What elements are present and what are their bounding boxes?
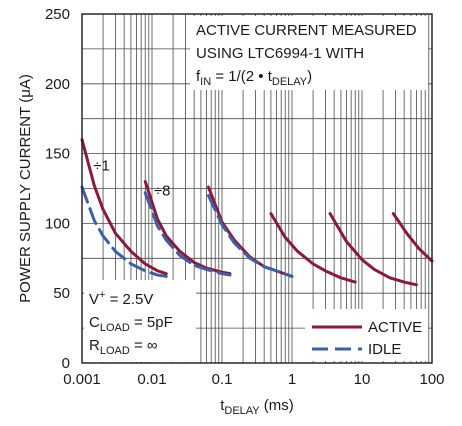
y-tick-label: 150 bbox=[45, 146, 70, 163]
y-tick-label: 50 bbox=[53, 285, 70, 302]
annotations: tDELAY (ms) POWER SUPPLY CURRENT (μA) ACTI… bbox=[17, 16, 428, 417]
curve-label: ÷8 bbox=[154, 182, 171, 199]
legend-backing bbox=[305, 309, 428, 361]
chart-title-line: fIN = 1/(2 • tDELAY) bbox=[196, 68, 312, 88]
series-line-active bbox=[80, 138, 168, 276]
condition-line: CLOAD = 5pF bbox=[89, 314, 173, 334]
condition-line: V+ = 2.5V bbox=[89, 289, 153, 308]
chart-title-line: ACTIVE CURRENT MEASURED bbox=[196, 22, 417, 39]
series-line-active bbox=[328, 212, 418, 287]
y-tick-label: 250 bbox=[45, 6, 70, 23]
plot-series bbox=[80, 138, 434, 287]
series-line-active bbox=[269, 212, 357, 284]
conditions-backing bbox=[84, 280, 196, 362]
x-tick-label: 1 bbox=[288, 371, 296, 388]
x-axis-title: tDELAY (ms) bbox=[220, 397, 294, 417]
y-tick-label: 100 bbox=[45, 215, 70, 232]
axis-ticks: 0.001 0.01 0.1 1 10 100 0 50 100 150 200 250 bbox=[45, 6, 445, 388]
y-axis-title: POWER SUPPLY CURRENT (μA) bbox=[17, 74, 34, 303]
series-idle bbox=[80, 185, 294, 278]
series-line-idle bbox=[80, 185, 168, 278]
curve-label: ÷1 bbox=[93, 157, 110, 174]
x-tick-label: 0.01 bbox=[137, 371, 166, 388]
condition-line: RLOAD = ∞ bbox=[89, 337, 158, 357]
y-tick-label: 200 bbox=[45, 76, 70, 93]
title-backing bbox=[190, 16, 428, 90]
x-tick-label: 0.1 bbox=[212, 371, 233, 388]
series-line-active bbox=[206, 185, 294, 278]
x-tick-label: 10 bbox=[354, 371, 371, 388]
x-tick-label: 100 bbox=[419, 371, 444, 388]
chart-title-line: USING LTC6994-1 WITH bbox=[196, 45, 364, 62]
series-line-idle bbox=[143, 191, 232, 277]
legend-label-active: ACTIVE bbox=[368, 319, 422, 336]
plot-frame bbox=[81, 13, 433, 364]
x-tick-label: 0.001 bbox=[63, 371, 101, 388]
series-line-idle bbox=[206, 193, 294, 278]
y-tick-label: 0 bbox=[62, 355, 70, 372]
legend: ACTIVE IDLE bbox=[312, 319, 422, 358]
series-line-active bbox=[391, 212, 434, 263]
legend-label-idle: IDLE bbox=[368, 341, 401, 358]
